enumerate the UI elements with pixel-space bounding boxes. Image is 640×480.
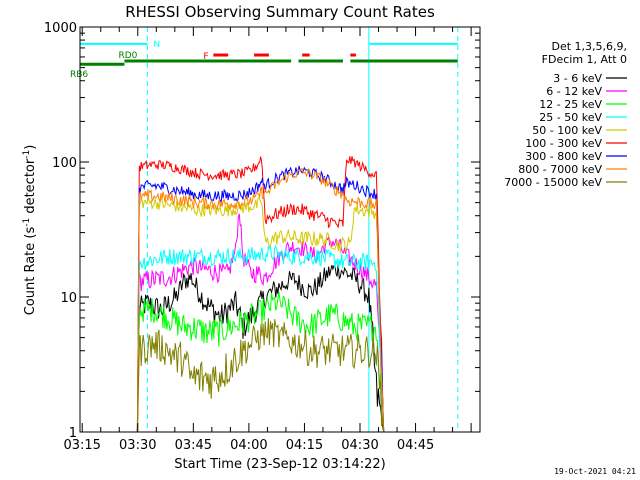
series-line-4: [136, 196, 385, 433]
x-tick-label-5: 04:30: [341, 438, 378, 453]
legend-label-8: 7000 - 15000 keV: [504, 176, 602, 189]
y-tick-label-3: 1000: [44, 21, 77, 36]
x-axis-label: Start Time (23-Sep-12 03:14:22): [174, 457, 385, 472]
x-tick-label-4: 04:15: [286, 438, 323, 453]
legend-label-3: 25 - 50 keV: [539, 111, 602, 124]
x-tick-label-3: 04:00: [230, 438, 267, 453]
y-axis-label: Count Rate (s-1 detector-1): [22, 145, 38, 316]
chart-title: RHESSI Observing Summary Count Rates: [125, 3, 435, 21]
rb6-label: RB6: [70, 70, 88, 80]
plot-frame: [79, 26, 481, 433]
legend-label-7: 800 - 7000 keV: [518, 163, 602, 176]
legend-header-line-2: FDecim 1, Att 0: [542, 53, 627, 66]
night-marker-label: N: [153, 40, 160, 50]
series-line-1: [136, 213, 385, 433]
legend-label-6: 300 - 800 keV: [525, 150, 602, 163]
x-tick-label-0: 03:15: [63, 438, 100, 453]
legend-label-5: 100 - 300 keV: [525, 137, 602, 150]
legend: Det 1,3,5,6,9, FDecim 1, Att 0 3 - 6 keV…: [504, 40, 627, 189]
y-tick-label-0: 1: [69, 426, 77, 441]
y-tick-label-1: 10: [60, 291, 77, 306]
legend-label-4: 50 - 100 keV: [532, 124, 602, 137]
series-line-6: [136, 165, 385, 433]
series-line-5: [136, 156, 385, 433]
rd0-label: RD0: [118, 51, 137, 61]
legend-label-0: 3 - 6 keV: [553, 72, 602, 85]
plot-marks: N F RD0 RB6: [70, 27, 459, 433]
legend-label-2: 12 - 25 keV: [539, 98, 602, 111]
series-line-7: [136, 167, 385, 433]
series-line-0: [136, 264, 385, 433]
legend-header-line-1: Det 1,3,5,6,9,: [551, 40, 627, 53]
series-line-2: [136, 292, 385, 433]
legend-label-1: 6 - 12 keV: [546, 85, 602, 98]
timestamp: 19-Oct-2021 04:21: [554, 467, 636, 476]
y-tick-label-2: 100: [52, 156, 77, 171]
x-tick-label-2: 03:45: [175, 438, 212, 453]
x-tick-label-1: 03:30: [119, 438, 156, 453]
flare-marker-label: F: [203, 52, 208, 62]
y-axis: 1 10 100 1000: [44, 21, 480, 441]
x-axis: 03:15 03:30 03:45 04:00 04:15 04:30 04:45: [63, 27, 472, 453]
series-line-3: [136, 244, 385, 433]
series-line-8: [136, 318, 385, 433]
x-tick-label-6: 04:45: [397, 438, 434, 453]
